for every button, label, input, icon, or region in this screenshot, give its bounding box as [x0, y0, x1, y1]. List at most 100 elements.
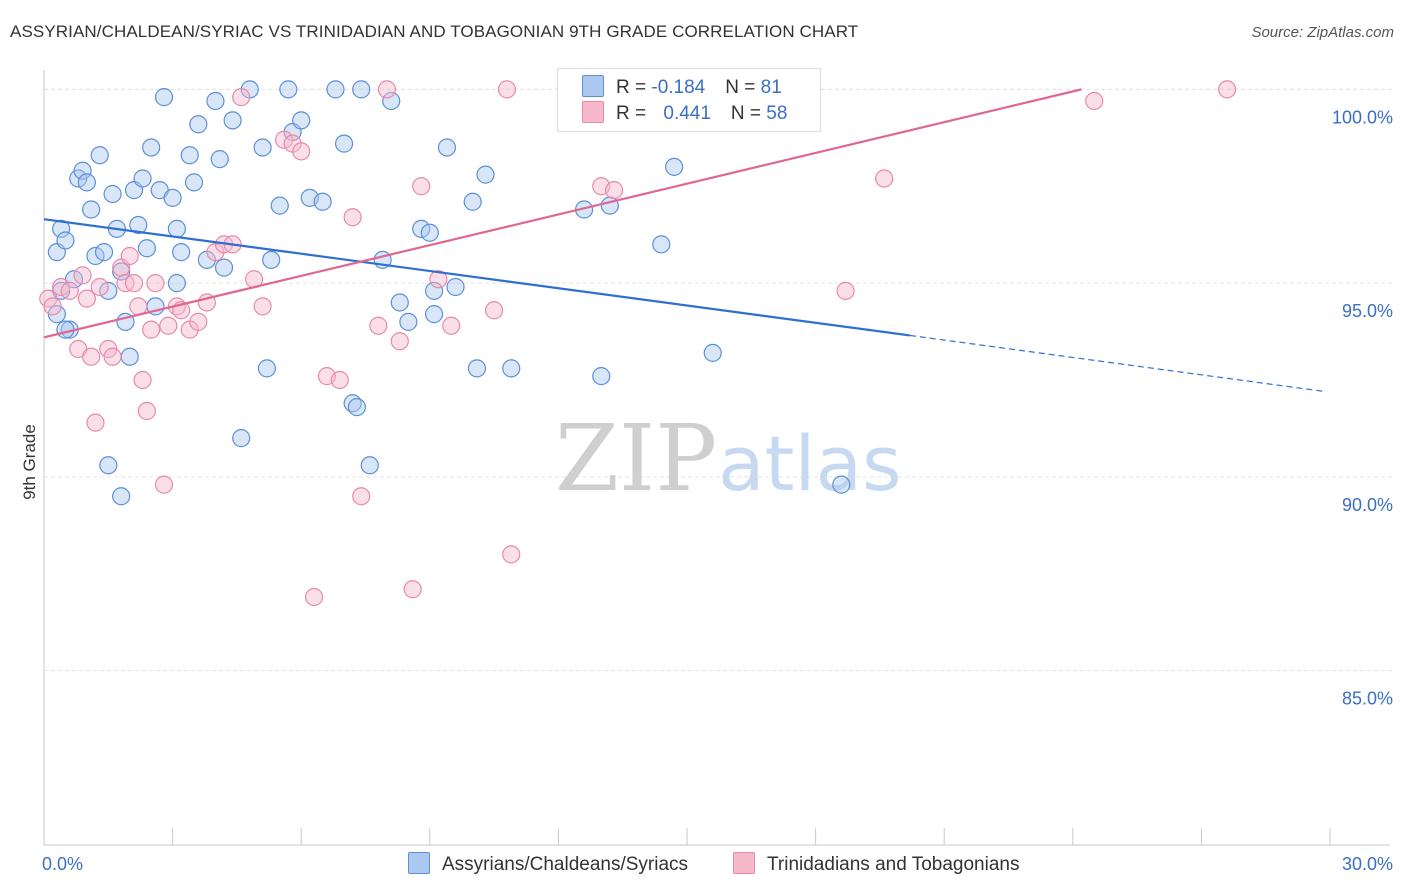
pink-data-point: [77, 289, 96, 308]
bottom-legend-label-blue: Assyrians/Chaldeans/Syriacs: [442, 854, 689, 875]
pink-data-point: [352, 487, 371, 506]
blue-data-point: [352, 80, 371, 99]
pink-data-point: [485, 301, 504, 320]
blue-data-point: [424, 305, 444, 324]
blue-data-point: [382, 91, 401, 111]
blue-data-point: [129, 215, 148, 235]
legend-swatch-pink: [582, 101, 604, 123]
pink-data-point: [304, 587, 324, 607]
pink-data-point: [605, 181, 624, 200]
blue-data-point: [167, 274, 186, 293]
bottom-legend-swatch-pink: [733, 852, 755, 874]
pink-data-point: [1218, 80, 1237, 99]
blue-data-point: [52, 219, 71, 238]
blue-data-point: [99, 456, 118, 475]
blue-data-point: [703, 343, 722, 362]
pink-data-point: [120, 246, 139, 266]
pink-data-point: [274, 130, 294, 149]
blue-data-point: [463, 192, 482, 211]
y-tick-label: 95.0%: [1342, 301, 1393, 321]
watermark: ZIP atlas: [555, 405, 902, 512]
pink-data-point: [52, 277, 71, 297]
blue-data-point: [446, 277, 465, 297]
pink-trend-line: [43, 88, 1082, 339]
blue-data-point: [313, 192, 332, 211]
blue-data-point: [206, 91, 225, 111]
trend-layer: [43, 88, 1326, 393]
y-tick-label: 90.0%: [1342, 495, 1393, 515]
bottom-legend-blue: Assyrians/Chaldeans/Syriacs: [408, 852, 688, 876]
x-tick-label: 0.0%: [42, 854, 83, 874]
pink-data-point: [343, 208, 362, 227]
axes-layer: [43, 70, 1390, 846]
blue-data-point: [253, 138, 272, 157]
blue-data-point: [73, 161, 92, 180]
pink-data-point: [154, 475, 174, 494]
blue-data-point: [437, 138, 457, 157]
blue-data-point: [77, 173, 96, 192]
bottom-legend-label-pink: Trinidadians and Tobagonians: [767, 854, 1020, 875]
blue-data-point: [172, 243, 191, 262]
pink-data-point: [82, 347, 101, 366]
labels-layer: 85.0% 90.0% 95.0% 100.0% 0.0% 30.0%: [42, 107, 1393, 874]
pink-data-point: [412, 177, 431, 196]
pink-data-point: [189, 312, 208, 331]
blue-data-point: [326, 80, 345, 99]
legend-n-value: 58: [766, 103, 788, 124]
y-tick-label: 100.0%: [1332, 107, 1393, 127]
blue-data-point: [592, 367, 611, 386]
pink-data-point: [1085, 91, 1104, 111]
blue-data-point: [180, 146, 199, 165]
blue-data-point: [214, 258, 234, 277]
blue-data-point: [232, 429, 251, 448]
blue-data-point: [652, 235, 671, 254]
pink-data-point: [875, 169, 894, 188]
blue-data-point: [665, 157, 684, 176]
pink-data-point: [90, 277, 109, 297]
blue-trend-line: [43, 218, 911, 337]
bottom-legend-pink: Trinidadians and Tobagonians: [733, 852, 1019, 876]
pink-data-point: [142, 320, 161, 339]
blue-data-point: [56, 231, 75, 250]
pink-data-point: [442, 316, 461, 335]
blue-data-point: [210, 150, 229, 169]
blue-data-point: [112, 487, 131, 506]
blue-data-point: [292, 111, 311, 130]
correlation-legend: R = -0.184 N = 81 R = 0.441 N = 58: [557, 68, 821, 132]
blue-data-point: [137, 239, 156, 258]
y-axis-label: 9th Grade: [20, 424, 39, 500]
blue-data-point: [223, 111, 242, 130]
y-tick-label: 85.0%: [1342, 689, 1393, 709]
blue-data-point: [120, 347, 139, 366]
pink-data-point: [502, 545, 521, 564]
blue-data-point: [142, 138, 161, 157]
pink-data-point: [403, 580, 422, 599]
blue-data-point: [347, 398, 367, 417]
blue-data-point: [103, 184, 122, 204]
pink-data-point: [330, 370, 349, 390]
blue-data-point: [154, 88, 174, 107]
blue-data-point: [99, 281, 118, 300]
blue-data-point: [184, 173, 204, 192]
pink-data-point: [146, 274, 165, 293]
legend-r-value: -0.184: [651, 77, 706, 98]
legend-row-blue: R = -0.184 N = 81: [582, 75, 782, 101]
pink-data-point: [377, 80, 397, 99]
pink-data-point: [429, 270, 448, 289]
pink-data-point: [159, 316, 178, 335]
pink-data-point: [292, 142, 311, 161]
blue-data-point: [163, 188, 182, 207]
blue-data-point: [82, 200, 101, 219]
legend-swatch-blue: [582, 75, 604, 97]
pink-data-point: [232, 88, 251, 107]
blue-data-point: [94, 243, 114, 262]
blue-data-point: [360, 456, 379, 475]
pink-data-point: [43, 297, 62, 316]
pink-data-point: [390, 332, 409, 351]
pink-data-point: [836, 281, 855, 300]
blue-data-point: [412, 219, 431, 238]
blue-data-point: [133, 169, 152, 188]
blue-data-point: [279, 80, 298, 99]
blue-data-point: [467, 359, 487, 378]
blue-data-point: [56, 320, 75, 339]
